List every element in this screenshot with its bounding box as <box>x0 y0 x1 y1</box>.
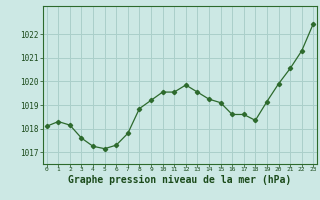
X-axis label: Graphe pression niveau de la mer (hPa): Graphe pression niveau de la mer (hPa) <box>68 175 292 185</box>
